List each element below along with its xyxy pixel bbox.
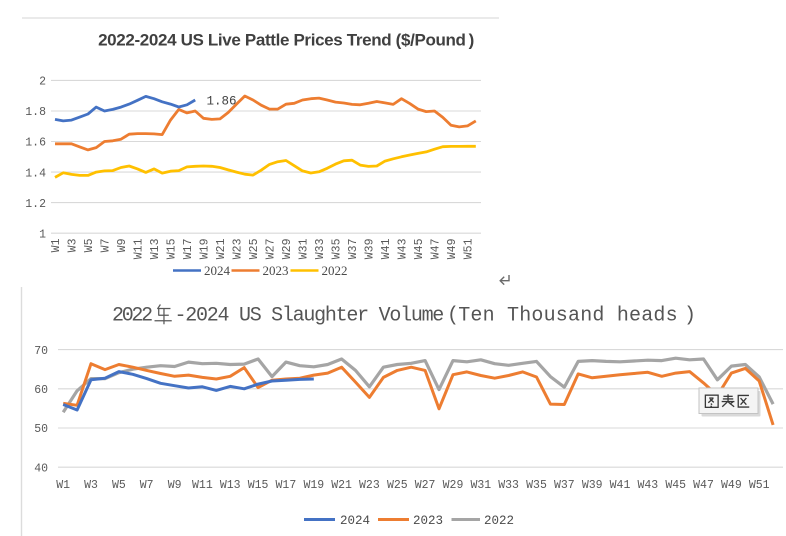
svg-text:W15: W15 xyxy=(248,479,269,492)
svg-text:2024: 2024 xyxy=(340,514,370,528)
svg-text:W19: W19 xyxy=(303,479,324,492)
svg-text:W9: W9 xyxy=(168,479,182,492)
svg-text:40: 40 xyxy=(34,462,48,475)
svg-text:W47: W47 xyxy=(430,239,443,260)
svg-text:70: 70 xyxy=(34,345,48,358)
svg-text:W19: W19 xyxy=(199,238,212,259)
svg-text:1.4: 1.4 xyxy=(25,167,46,180)
svg-text:W37: W37 xyxy=(347,239,360,260)
svg-text:W35: W35 xyxy=(331,238,344,259)
svg-text:W39: W39 xyxy=(364,238,377,259)
svg-text:W7: W7 xyxy=(140,479,154,492)
svg-text:W11: W11 xyxy=(133,238,146,259)
svg-text:W21: W21 xyxy=(215,238,228,259)
svg-text:2023: 2023 xyxy=(413,514,443,528)
svg-text:W1: W1 xyxy=(56,479,70,492)
svg-text:2022: 2022 xyxy=(112,304,152,327)
svg-text:2: 2 xyxy=(39,76,46,89)
svg-text:W23: W23 xyxy=(359,479,380,492)
svg-text:1: 1 xyxy=(39,228,46,241)
svg-text:1.2: 1.2 xyxy=(25,198,46,211)
svg-text:W17: W17 xyxy=(276,479,297,492)
svg-text:2022: 2022 xyxy=(322,263,348,278)
svg-text:W39: W39 xyxy=(582,479,603,492)
svg-text:2023: 2023 xyxy=(263,263,289,278)
svg-text:W47: W47 xyxy=(693,479,714,492)
svg-text:W51: W51 xyxy=(463,238,476,259)
svg-text:W51: W51 xyxy=(749,479,770,492)
svg-text:60: 60 xyxy=(34,384,48,397)
svg-text:W7: W7 xyxy=(100,239,113,253)
svg-text:W29: W29 xyxy=(443,479,464,492)
svg-text:2022-2024 US Live Pattle Price: 2022-2024 US Live Pattle Prices Trend ($… xyxy=(98,31,474,50)
svg-text:W43: W43 xyxy=(637,479,658,492)
svg-text:W3: W3 xyxy=(84,479,98,492)
svg-text:W15: W15 xyxy=(166,238,179,259)
svg-text:W33: W33 xyxy=(314,238,327,259)
svg-text:W41: W41 xyxy=(610,479,631,492)
svg-text:W5: W5 xyxy=(83,238,96,252)
svg-text:W13: W13 xyxy=(149,238,162,259)
svg-text:W45: W45 xyxy=(413,238,426,259)
svg-text:W5: W5 xyxy=(112,479,126,492)
svg-text:W11: W11 xyxy=(192,479,213,492)
svg-text:W25: W25 xyxy=(248,238,261,259)
svg-text:W13: W13 xyxy=(220,479,241,492)
svg-text:1.86: 1.86 xyxy=(207,95,237,109)
svg-text:W43: W43 xyxy=(397,238,410,259)
svg-text:W41: W41 xyxy=(380,238,393,259)
svg-text:1.8: 1.8 xyxy=(25,106,46,119)
svg-text:2024: 2024 xyxy=(204,263,231,278)
svg-text:W27: W27 xyxy=(415,479,436,492)
svg-text:W23: W23 xyxy=(232,238,245,259)
svg-text:W3: W3 xyxy=(67,238,80,252)
svg-text:1.6: 1.6 xyxy=(25,137,46,150)
svg-text:-2024 US Slaughter Volume: -2024 US Slaughter Volume xyxy=(175,304,444,327)
svg-text:(: ( xyxy=(447,304,459,327)
svg-text:W21: W21 xyxy=(331,479,352,492)
svg-text:W35: W35 xyxy=(526,479,547,492)
svg-text:W9: W9 xyxy=(116,238,129,252)
svg-text:W31: W31 xyxy=(298,238,311,259)
svg-text:W45: W45 xyxy=(665,479,686,492)
svg-text:): ) xyxy=(684,304,696,327)
svg-text:W49: W49 xyxy=(721,479,742,492)
svg-text:W49: W49 xyxy=(446,238,459,259)
svg-text:W1: W1 xyxy=(50,238,63,252)
svg-text:W33: W33 xyxy=(498,479,519,492)
svg-text:Ten Thousand heads: Ten Thousand heads xyxy=(458,304,678,327)
svg-text:2022: 2022 xyxy=(484,514,514,528)
svg-text:W31: W31 xyxy=(470,479,491,492)
svg-text:W27: W27 xyxy=(265,239,278,260)
svg-text:W25: W25 xyxy=(387,479,408,492)
svg-text:W17: W17 xyxy=(182,239,195,260)
svg-text:W29: W29 xyxy=(281,238,294,259)
svg-text:50: 50 xyxy=(34,423,48,436)
svg-text:W37: W37 xyxy=(554,479,575,492)
